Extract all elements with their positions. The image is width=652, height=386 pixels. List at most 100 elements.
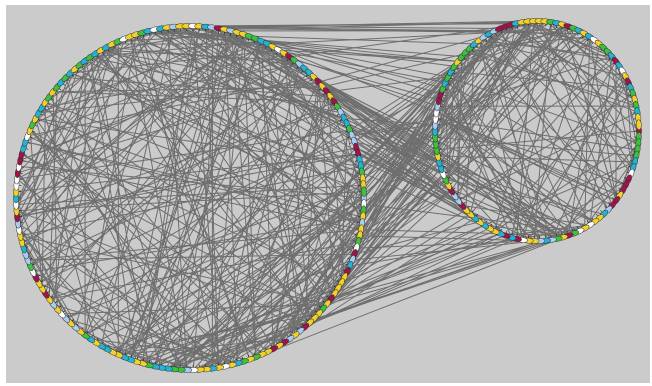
node-tick — [32, 263, 35, 266]
node-tick — [621, 182, 624, 185]
edge — [289, 167, 442, 340]
edge — [359, 33, 490, 161]
node-tick — [54, 300, 58, 303]
node-tick — [495, 226, 497, 229]
edge — [160, 28, 355, 255]
node-tick — [623, 83, 627, 85]
node-tick — [326, 98, 329, 101]
node-tick — [500, 228, 503, 232]
node-tick — [291, 62, 294, 65]
edge — [167, 227, 585, 370]
node-tick — [301, 70, 304, 73]
node-tick — [615, 192, 618, 195]
node-tick — [265, 347, 267, 350]
node-tick — [275, 341, 278, 344]
edge — [38, 27, 213, 284]
node-tick — [621, 77, 624, 80]
edge — [154, 96, 332, 367]
edge — [551, 21, 637, 157]
node-tick — [611, 62, 615, 65]
edge — [479, 39, 626, 78]
node-shape — [361, 186, 367, 197]
node-tick — [330, 290, 333, 293]
edge — [173, 22, 558, 28]
edge — [16, 46, 108, 218]
node-tick — [26, 148, 29, 150]
edge — [16, 184, 364, 205]
edge — [17, 172, 188, 371]
node-tick — [136, 36, 139, 40]
node-tick — [142, 358, 145, 361]
node-tick — [124, 41, 127, 44]
edge — [25, 141, 363, 224]
node-tick — [305, 74, 309, 77]
edge — [326, 167, 442, 305]
edge — [522, 21, 640, 132]
node-tick — [333, 108, 336, 111]
node-tick — [281, 338, 284, 341]
edge — [326, 20, 535, 305]
node-tick — [506, 230, 508, 234]
edge — [173, 71, 452, 370]
edge — [435, 118, 626, 186]
edge — [344, 118, 436, 126]
node — [633, 119, 642, 130]
node-tick — [32, 130, 35, 133]
edge — [322, 28, 575, 88]
edge — [355, 118, 437, 249]
node-tick — [241, 36, 244, 40]
node-tick — [270, 344, 273, 347]
node-tick — [623, 177, 627, 179]
node-tick — [339, 119, 343, 122]
node-tick — [604, 206, 607, 209]
node-tick — [615, 67, 618, 70]
node-tick — [347, 136, 350, 138]
node-tick — [26, 246, 29, 248]
edge — [356, 147, 564, 238]
node-tick — [453, 72, 456, 75]
node-tick — [631, 106, 634, 108]
node-tick — [463, 201, 466, 204]
edge — [32, 38, 125, 125]
node-tick — [566, 230, 568, 234]
node-tick — [349, 252, 353, 254]
node-tick — [459, 197, 463, 200]
node-tick — [485, 38, 488, 42]
edge — [118, 203, 365, 356]
node-tick — [247, 354, 250, 358]
edge — [435, 136, 637, 157]
node-tick — [35, 125, 38, 127]
node-tick — [44, 285, 47, 288]
node-tick — [440, 106, 443, 108]
node-tick — [441, 160, 444, 162]
edge — [313, 33, 585, 319]
edge — [48, 40, 263, 300]
edge — [27, 229, 362, 261]
node-tick — [345, 263, 348, 266]
edge — [362, 26, 569, 218]
node-tick — [618, 72, 621, 75]
edge — [438, 161, 506, 236]
edge — [224, 64, 301, 367]
node-tick — [443, 166, 446, 168]
edge — [45, 30, 149, 103]
edge — [349, 190, 452, 267]
node-tick — [586, 220, 589, 224]
edge — [218, 27, 585, 35]
edge — [539, 20, 613, 206]
node-tick — [596, 45, 598, 49]
node-tick — [626, 88, 629, 91]
node-tick — [440, 154, 443, 156]
edge — [161, 27, 446, 83]
node-tick — [476, 213, 478, 217]
node-tick — [480, 217, 483, 220]
node-tick — [229, 360, 232, 363]
node-tick — [347, 258, 350, 260]
node-tick — [286, 334, 289, 338]
edge — [35, 118, 97, 343]
edge — [545, 184, 627, 242]
node-tick — [305, 319, 309, 322]
node-tick — [44, 108, 47, 111]
edge — [29, 129, 257, 358]
